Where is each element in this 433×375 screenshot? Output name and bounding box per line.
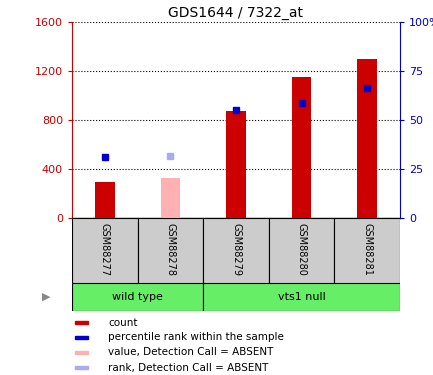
Text: GSM88281: GSM88281 <box>362 223 372 276</box>
Bar <box>203 218 269 283</box>
Text: ▶: ▶ <box>42 292 50 302</box>
Bar <box>95 183 115 218</box>
Text: percentile rank within the sample: percentile rank within the sample <box>108 333 284 342</box>
Text: rank, Detection Call = ABSENT: rank, Detection Call = ABSENT <box>108 363 268 372</box>
Bar <box>161 178 180 218</box>
Bar <box>75 351 88 354</box>
Bar <box>203 283 400 311</box>
Bar <box>75 321 88 324</box>
Bar <box>72 283 203 311</box>
Text: GSM88277: GSM88277 <box>100 223 110 276</box>
Text: count: count <box>108 318 138 327</box>
Text: GSM88279: GSM88279 <box>231 223 241 276</box>
Text: value, Detection Call = ABSENT: value, Detection Call = ABSENT <box>108 348 274 357</box>
Text: GSM88278: GSM88278 <box>165 223 175 276</box>
Text: wild type: wild type <box>112 292 163 302</box>
Text: vts1 null: vts1 null <box>278 292 326 302</box>
Bar <box>292 77 311 218</box>
Bar <box>72 218 138 283</box>
Bar <box>226 111 246 218</box>
Bar <box>269 218 334 283</box>
Bar <box>334 218 400 283</box>
Bar <box>357 59 377 218</box>
Bar <box>138 218 203 283</box>
Bar <box>75 336 88 339</box>
Title: GDS1644 / 7322_at: GDS1644 / 7322_at <box>168 6 304 20</box>
Bar <box>75 366 88 369</box>
Text: GSM88280: GSM88280 <box>297 223 307 276</box>
